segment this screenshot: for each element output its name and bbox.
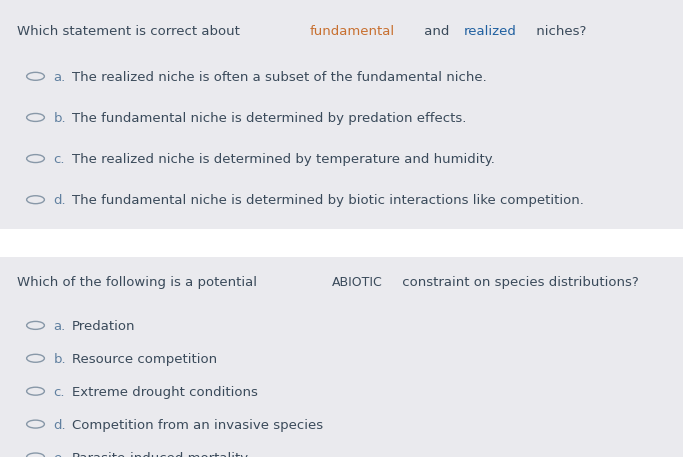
Text: c.: c. xyxy=(53,386,65,399)
Text: e.: e. xyxy=(53,452,66,457)
Text: Resource competition: Resource competition xyxy=(72,353,217,366)
Text: Predation: Predation xyxy=(72,320,135,333)
Text: niches?: niches? xyxy=(531,25,586,38)
Text: Extreme drought conditions: Extreme drought conditions xyxy=(72,386,257,399)
Text: The realized niche is determined by temperature and humidity.: The realized niche is determined by temp… xyxy=(72,153,494,166)
Text: and: and xyxy=(420,25,454,38)
Text: Parasite-induced mortality: Parasite-induced mortality xyxy=(72,452,248,457)
Text: b.: b. xyxy=(53,112,66,125)
Text: Which statement is correct about: Which statement is correct about xyxy=(17,25,245,38)
Text: fundamental: fundamental xyxy=(310,25,395,38)
Text: Which of the following is a potential: Which of the following is a potential xyxy=(17,276,262,289)
Text: d.: d. xyxy=(53,419,66,431)
Text: constraint on species distributions?: constraint on species distributions? xyxy=(398,276,639,289)
Text: a.: a. xyxy=(53,71,66,84)
Text: The realized niche is often a subset of the fundamental niche.: The realized niche is often a subset of … xyxy=(72,71,486,84)
Text: a.: a. xyxy=(53,320,66,333)
Text: realized: realized xyxy=(463,25,516,38)
Text: Competition from an invasive species: Competition from an invasive species xyxy=(72,419,323,431)
Text: b.: b. xyxy=(53,353,66,366)
Text: ABIOTIC: ABIOTIC xyxy=(332,276,383,289)
Bar xyxy=(0,229,683,257)
Text: d.: d. xyxy=(53,194,66,207)
Text: c.: c. xyxy=(53,153,65,166)
Text: The fundamental niche is determined by biotic interactions like competition.: The fundamental niche is determined by b… xyxy=(72,194,583,207)
Text: The fundamental niche is determined by predation effects.: The fundamental niche is determined by p… xyxy=(72,112,466,125)
